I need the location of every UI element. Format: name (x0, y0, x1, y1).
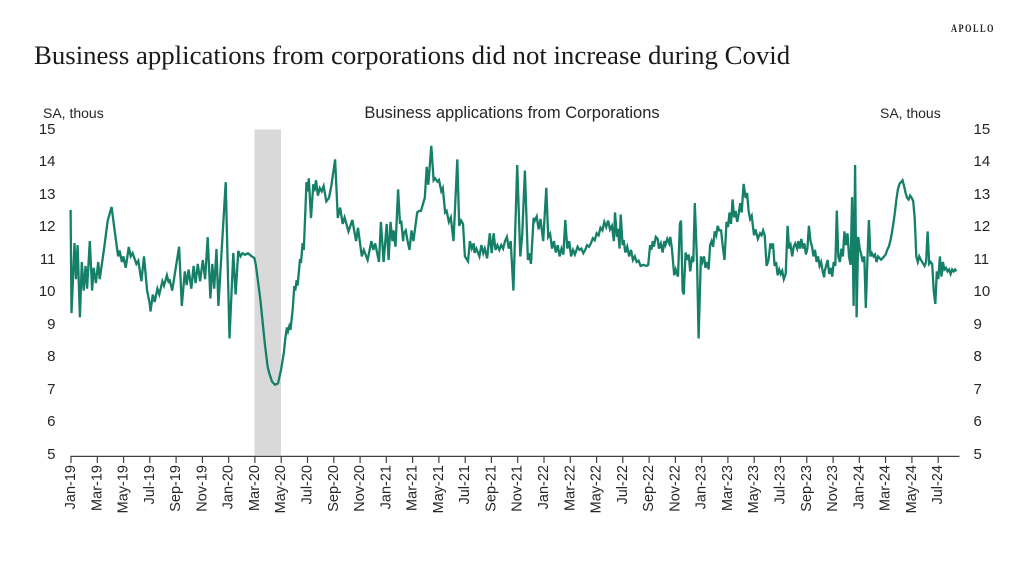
svg-text:Jan-19: Jan-19 (63, 465, 79, 509)
svg-text:Sep-19: Sep-19 (168, 465, 184, 512)
svg-text:Mar-21: Mar-21 (405, 465, 421, 511)
svg-text:May-22: May-22 (589, 465, 605, 513)
svg-text:Nov-23: Nov-23 (825, 465, 841, 512)
svg-text:Mar-24: Mar-24 (878, 465, 894, 511)
svg-text:Jul-19: Jul-19 (142, 465, 158, 505)
svg-text:May-23: May-23 (746, 465, 762, 513)
svg-text:Jan-20: Jan-20 (221, 465, 237, 509)
svg-text:May-19: May-19 (116, 465, 132, 513)
svg-text:Sep-20: Sep-20 (326, 465, 342, 512)
svg-text:Jan-24: Jan-24 (851, 465, 867, 509)
svg-text:Mar-20: Mar-20 (247, 465, 263, 511)
svg-text:Mar-19: Mar-19 (89, 465, 105, 511)
svg-text:Jul-23: Jul-23 (773, 465, 789, 505)
svg-text:Jan-22: Jan-22 (536, 465, 552, 509)
svg-text:Nov-21: Nov-21 (510, 465, 526, 512)
svg-text:Jan-21: Jan-21 (378, 465, 394, 509)
svg-text:Sep-22: Sep-22 (641, 465, 657, 512)
svg-text:Jul-24: Jul-24 (930, 465, 946, 505)
svg-text:May-24: May-24 (904, 465, 920, 513)
svg-text:May-20: May-20 (273, 465, 289, 513)
svg-text:Sep-21: Sep-21 (483, 465, 499, 512)
svg-text:Jul-21: Jul-21 (457, 465, 473, 505)
svg-text:Nov-22: Nov-22 (667, 465, 683, 512)
svg-text:Jan-23: Jan-23 (694, 465, 710, 509)
svg-text:Mar-22: Mar-22 (562, 465, 578, 511)
svg-text:Sep-23: Sep-23 (799, 465, 815, 512)
svg-text:Jul-22: Jul-22 (615, 465, 631, 505)
svg-text:May-21: May-21 (431, 465, 447, 513)
svg-text:Jul-20: Jul-20 (300, 465, 316, 505)
svg-text:Nov-19: Nov-19 (194, 465, 210, 512)
svg-text:Nov-20: Nov-20 (352, 465, 368, 512)
svg-text:APOLLO: APOLLO (951, 23, 995, 35)
svg-text:Mar-23: Mar-23 (720, 465, 736, 511)
